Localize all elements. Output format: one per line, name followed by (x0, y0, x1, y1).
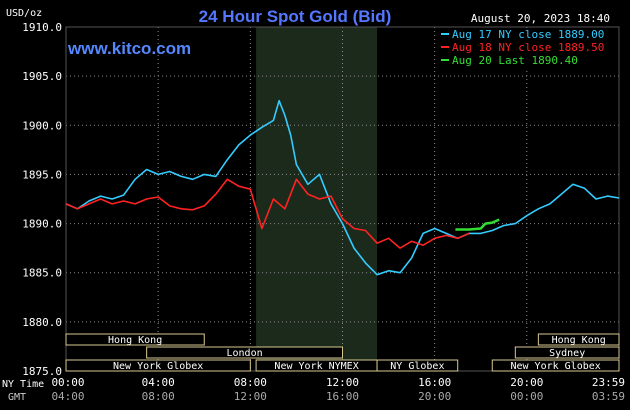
chart-title: 24 Hour Spot Gold (Bid) (199, 7, 392, 26)
y-tick-label: 1890.0 (22, 218, 62, 231)
legend-entry: Aug 17 NY close 1889.00 (452, 28, 604, 41)
session-label: Sydney (549, 348, 585, 359)
y-tick-label: 1875.0 (22, 365, 62, 378)
gmt-tick-label: 16:00 (326, 390, 359, 403)
y-tick-label: 1885.0 (22, 267, 62, 280)
series-line-2 (65, 178, 470, 249)
y-tick-label: 1910.0 (22, 21, 62, 34)
price-series (65, 99, 620, 276)
session-label: New York NYMEX (274, 361, 358, 372)
x-tick-label: 04:00 (142, 376, 175, 389)
site-watermark[interactable]: www.kitco.com (67, 39, 191, 58)
session-label: London (227, 348, 263, 359)
gmt-tick-label: 12:00 (234, 390, 267, 403)
nymex-shade-rect (256, 27, 378, 371)
session-bar (537, 333, 620, 346)
x-tick-label: 12:00 (326, 376, 359, 389)
session-bars: Hong Kong London New York Globex New York N… (65, 333, 620, 372)
x-tick-label: 16:00 (418, 376, 451, 389)
y-tick-labels: 1875.0 1880.0 1885.0 1890.0 1895.0 1900.0 1905… (22, 21, 62, 378)
y-tick-label: 1900.0 (22, 119, 62, 132)
session-bar (514, 346, 620, 359)
gmt-tick-label: 20:00 (418, 390, 451, 403)
session-label: Hong Kong (552, 335, 606, 346)
series-line-3 (455, 218, 500, 231)
x-tick-label: 23:59 (592, 376, 625, 389)
y-tick-label: 1895.0 (22, 168, 62, 181)
legend-entry: Aug 20 Last 1890.40 (452, 54, 578, 67)
unit-label: USD/oz (6, 8, 42, 19)
ny-time-label: NY Time (2, 379, 44, 390)
series-line-1 (65, 99, 620, 276)
x-tick-label: 08:00 (234, 376, 267, 389)
legend-box (436, 28, 616, 68)
y-tick-label: 1905.0 (22, 70, 62, 83)
gmt-tick-label: 08:00 (142, 390, 175, 403)
session-bar (65, 333, 205, 346)
session-bar (146, 346, 343, 359)
session-label: Hong Kong (108, 335, 162, 346)
gmt-tick-label: 00:00 (510, 390, 543, 403)
x-tick-label: 00:00 (51, 376, 84, 389)
gmt-tick-label: 03:59 (592, 390, 625, 403)
session-bar (65, 359, 251, 372)
nymex-shade (256, 27, 378, 371)
session-bar (491, 359, 620, 372)
legend-entry: Aug 18 NY close 1889.50 (452, 41, 604, 54)
session-label: NY Globex (390, 361, 444, 372)
session-label: New York Globex (510, 361, 600, 372)
y-tick-label: 1880.0 (22, 316, 62, 329)
gmt-tick-label: 04:00 (51, 390, 84, 403)
session-label: New York Globex (113, 361, 203, 372)
x-tick-label: 20:00 (510, 376, 543, 389)
gmt-label: GMT (8, 392, 26, 403)
session-bar (376, 359, 459, 372)
date-stamp: August 20, 2023 18:40 (471, 12, 610, 25)
